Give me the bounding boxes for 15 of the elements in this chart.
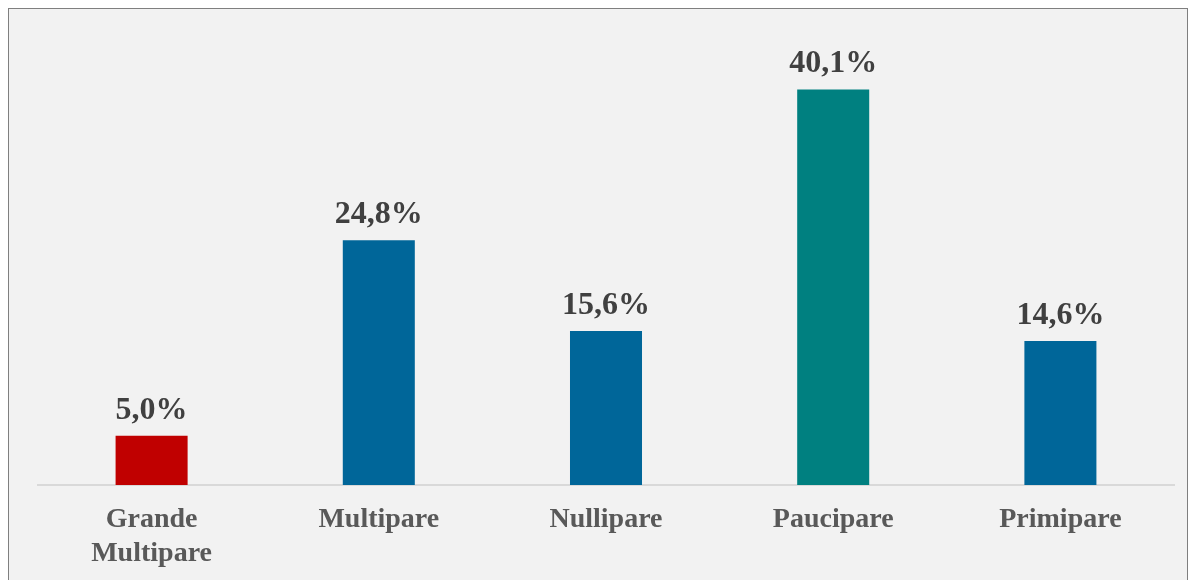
data-label: 40,1% [789, 43, 878, 80]
data-label: 15,6% [562, 285, 650, 322]
bar [797, 89, 870, 485]
bar [115, 435, 188, 485]
data-label: 24,8% [334, 194, 423, 231]
x-tick-label: Paucipare [772, 502, 894, 534]
bar [342, 240, 415, 485]
data-label: 14,6% [1016, 294, 1105, 331]
x-tick-label: Primipare [999, 502, 1122, 534]
data-label: 5,0% [115, 389, 188, 426]
x-tick-label: Multipare [318, 502, 440, 534]
x-tick-label: Nullipare [549, 502, 663, 534]
x-tick-label: Grande Multipare [91, 502, 213, 567]
bar [1024, 340, 1097, 485]
bar [569, 331, 643, 485]
